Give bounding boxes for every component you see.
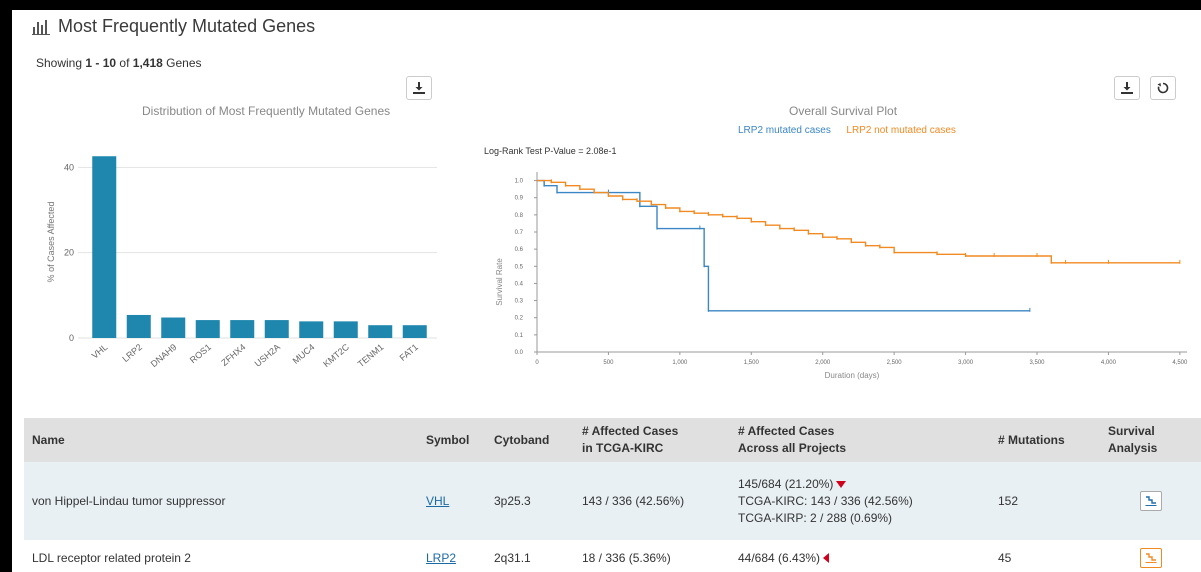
- surv-line-mutated: [537, 181, 1030, 311]
- survival-legend: LRP2 mutated cases LRP2 not mutated case…: [738, 125, 956, 136]
- log-rank-pvalue: Log-Rank Test P-Value = 2.08e-1: [484, 146, 617, 156]
- gene-symbol-link[interactable]: LRP2: [426, 551, 456, 565]
- table-header-row: Name Symbol Cytoband # Affected Cases in…: [24, 418, 1201, 462]
- bar-ytick-label: 40: [64, 162, 74, 172]
- bar-xtick-label: ROS1: [188, 342, 213, 365]
- surv-xtick-label: 0: [535, 360, 539, 366]
- gene-name: von Hippel-Lindau tumor suppressor: [24, 462, 418, 540]
- download-icon: [413, 82, 425, 94]
- surv-xtick-label: 4,000: [1101, 360, 1117, 366]
- bar-y-axis-label: % of Cases Affected: [46, 202, 56, 283]
- genes-table: Name Symbol Cytoband # Affected Cases in…: [24, 418, 1201, 572]
- affected-all[interactable]: 44/684 (6.43%): [730, 540, 990, 572]
- reset-icon: [1157, 82, 1169, 94]
- mutations-count: 152: [990, 462, 1100, 540]
- surv-xtick-label: 1,000: [672, 360, 688, 366]
- surv-xtick-label: 500: [603, 360, 614, 366]
- legend-not-mutated[interactable]: LRP2 not mutated cases: [846, 125, 956, 136]
- col-symbol[interactable]: Symbol: [418, 418, 486, 462]
- surv-xtick-label: 2,500: [887, 360, 903, 366]
- surv-ytick-label: 0.0: [515, 350, 524, 356]
- showing-count: Showing 1 - 10 of 1,418 Genes: [36, 56, 202, 70]
- surv-ytick-label: 0.2: [515, 316, 524, 322]
- col-affected-all[interactable]: # Affected Cases Across all Projects: [730, 418, 990, 462]
- panel-header: Most Frequently Mutated Genes: [32, 16, 315, 37]
- cytoband: 2q31.1: [486, 540, 574, 572]
- bar-fat1: [403, 325, 427, 338]
- surv-y-axis-label: Survival Rate: [495, 258, 504, 306]
- bar-ytick-label: 0: [69, 333, 74, 343]
- bar-chart-icon: [32, 19, 50, 35]
- col-affected-tcga[interactable]: # Affected Cases in TCGA-KIRC: [574, 418, 730, 462]
- surv-ytick-label: 0.7: [515, 230, 524, 236]
- surv-xtick-label: 3,000: [958, 360, 974, 366]
- surv-ytick-label: 0.9: [515, 196, 524, 202]
- collapse-down-icon[interactable]: [836, 481, 846, 488]
- surv-ytick-label: 0.6: [515, 247, 524, 253]
- bar-dnah9: [161, 318, 185, 338]
- expand-left-icon[interactable]: [823, 553, 829, 563]
- affected-tcga: 143 / 336 (42.56%): [574, 462, 730, 540]
- bar-vhl: [92, 156, 116, 338]
- affected-tcga: 18 / 336 (5.36%): [574, 540, 730, 572]
- survival-analysis-button[interactable]: [1140, 491, 1162, 511]
- bar-ros1: [196, 320, 220, 338]
- bar-muc4: [299, 321, 323, 338]
- cytoband: 3p25.3: [486, 462, 574, 540]
- bar-xtick-label: VHL: [90, 342, 110, 361]
- survival-plot-title: Overall Survival Plot: [789, 104, 897, 118]
- surv-xtick-label: 4,500: [1172, 360, 1188, 366]
- col-mutations[interactable]: # Mutations: [990, 418, 1100, 462]
- table-row: von Hippel-Lindau tumor suppressor VHL 3…: [24, 462, 1201, 540]
- surv-x-axis-label: Duration (days): [825, 371, 880, 380]
- bar-chart: 0 20 40 % of Cases Affected VHL LRP2 DNAH9 ROS1…: [12, 140, 442, 410]
- surv-xtick-label: 2,000: [815, 360, 831, 366]
- table-row: LDL receptor related protein 2 LRP2 2q31…: [24, 540, 1201, 572]
- survival-plot-icon: [1145, 553, 1157, 563]
- surv-ytick-label: 0.4: [515, 281, 524, 287]
- surv-ytick-label: 0.8: [515, 213, 524, 219]
- bar-chart-download-button[interactable]: [406, 76, 432, 100]
- bar-xtick-label: MUC4: [291, 342, 317, 366]
- survival-reset-button[interactable]: [1150, 76, 1176, 100]
- bar-xtick-label: TENM1: [356, 342, 386, 369]
- bar-kmt2c: [334, 321, 358, 338]
- bar-xtick-label: LRP2: [120, 342, 144, 364]
- bar-lrp2: [127, 315, 151, 338]
- survival-plot-icon: [1145, 496, 1157, 506]
- bar-xtick-label: DNAH9: [149, 342, 179, 369]
- mutated-genes-panel: Most Frequently Mutated Genes Showing 1 …: [12, 10, 1201, 572]
- bar-xtick-label: USH2A: [253, 342, 282, 369]
- bar-xtick-label: ZFHX4: [219, 342, 247, 368]
- bar-xtick-label: FAT1: [398, 342, 420, 363]
- gene-name: LDL receptor related protein 2: [24, 540, 418, 572]
- bar-chart-title: Distribution of Most Frequently Mutated …: [142, 104, 390, 118]
- survival-plot: 0.0 0.1 0.2 0.3 0.4 0.5 0.6 0.7 0.8 0.9 1.0 0 500 1,0…: [482, 160, 1201, 390]
- col-name[interactable]: Name: [24, 418, 418, 462]
- bar-zfhx4: [230, 320, 254, 338]
- surv-xtick-label: 3,500: [1029, 360, 1045, 366]
- bar-xtick-label: KMT2C: [321, 342, 351, 370]
- panel-title: Most Frequently Mutated Genes: [58, 16, 315, 37]
- survival-analysis-button-active[interactable]: [1140, 548, 1162, 568]
- download-icon: [1121, 82, 1133, 94]
- surv-ytick-label: 0.1: [515, 333, 524, 339]
- surv-xtick-label: 1,500: [744, 360, 760, 366]
- gene-symbol-link[interactable]: VHL: [426, 494, 449, 508]
- survival-download-button[interactable]: [1114, 76, 1140, 100]
- surv-ytick-label: 1.0: [515, 179, 524, 185]
- mutations-count: 45: [990, 540, 1100, 572]
- bar-ytick-label: 20: [64, 248, 74, 258]
- legend-mutated[interactable]: LRP2 mutated cases: [738, 125, 831, 136]
- bar-ush2a: [265, 320, 289, 338]
- affected-all[interactable]: 145/684 (21.20%) TCGA-KIRC: 143 / 336 (4…: [730, 462, 990, 540]
- col-cytoband[interactable]: Cytoband: [486, 418, 574, 462]
- bar-tenm1: [368, 325, 392, 338]
- surv-ytick-label: 0.3: [515, 299, 524, 305]
- col-survival[interactable]: Survival Analysis: [1100, 418, 1201, 462]
- surv-ytick-label: 0.5: [515, 264, 524, 270]
